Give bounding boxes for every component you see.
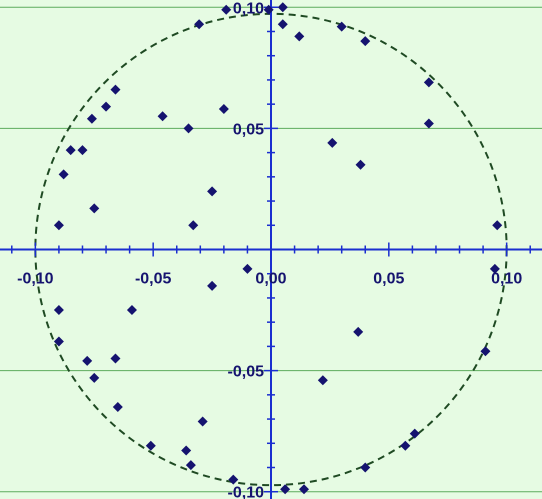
data-point xyxy=(188,220,199,231)
data-point xyxy=(298,484,309,495)
data-point xyxy=(126,305,137,316)
data-point xyxy=(353,326,364,337)
data-point xyxy=(145,440,156,451)
data-point xyxy=(492,220,503,231)
data-points xyxy=(53,2,503,495)
x-tick-label: -0,05 xyxy=(135,271,172,288)
data-point xyxy=(65,145,76,156)
data-point xyxy=(423,118,434,129)
data-point xyxy=(336,21,347,32)
x-tick-label: -0,10 xyxy=(17,271,54,288)
data-point xyxy=(221,4,232,15)
data-point xyxy=(89,372,100,383)
data-point xyxy=(181,445,192,456)
data-point xyxy=(82,355,93,366)
data-point xyxy=(263,4,274,15)
data-point xyxy=(110,353,121,364)
data-point xyxy=(360,462,371,473)
data-point xyxy=(277,2,288,13)
data-point xyxy=(197,416,208,427)
data-point xyxy=(194,19,205,30)
data-point xyxy=(294,31,305,42)
y-tick-label: 0,10 xyxy=(233,0,264,17)
data-point xyxy=(207,186,218,197)
data-point xyxy=(207,280,218,291)
x-tick-label: 0,05 xyxy=(373,271,404,288)
data-point xyxy=(317,375,328,386)
data-point xyxy=(409,428,420,439)
data-point xyxy=(228,474,239,485)
tick-labels: -0,10 -0,05 0,00 0,05 0,10 -0,10 -0,05 0,05 0,10 xyxy=(17,0,522,499)
data-point xyxy=(101,101,112,112)
y-tick-label: -0,10 xyxy=(228,485,265,499)
data-point xyxy=(355,159,366,170)
x-tick-label: 0,00 xyxy=(255,271,286,288)
data-point xyxy=(53,305,64,316)
data-point xyxy=(218,104,229,115)
data-point xyxy=(360,36,371,47)
data-point xyxy=(110,84,121,95)
data-point xyxy=(58,169,69,180)
data-point xyxy=(423,77,434,88)
x-tick-label: 0,10 xyxy=(491,271,522,288)
data-point xyxy=(183,123,194,134)
y-tick-label: -0,05 xyxy=(228,364,265,381)
data-point xyxy=(53,336,64,347)
data-point xyxy=(157,111,168,122)
data-point xyxy=(77,145,88,156)
data-point xyxy=(89,203,100,214)
data-point xyxy=(489,263,500,274)
data-point xyxy=(112,401,123,412)
data-point xyxy=(185,460,196,471)
data-point xyxy=(242,263,253,274)
data-point xyxy=(400,440,411,451)
y-tick-label: 0,05 xyxy=(233,121,264,138)
data-point xyxy=(277,19,288,30)
data-point xyxy=(86,113,97,124)
data-point xyxy=(327,137,338,148)
data-point xyxy=(280,484,291,495)
data-point xyxy=(53,220,64,231)
data-point xyxy=(480,346,491,357)
